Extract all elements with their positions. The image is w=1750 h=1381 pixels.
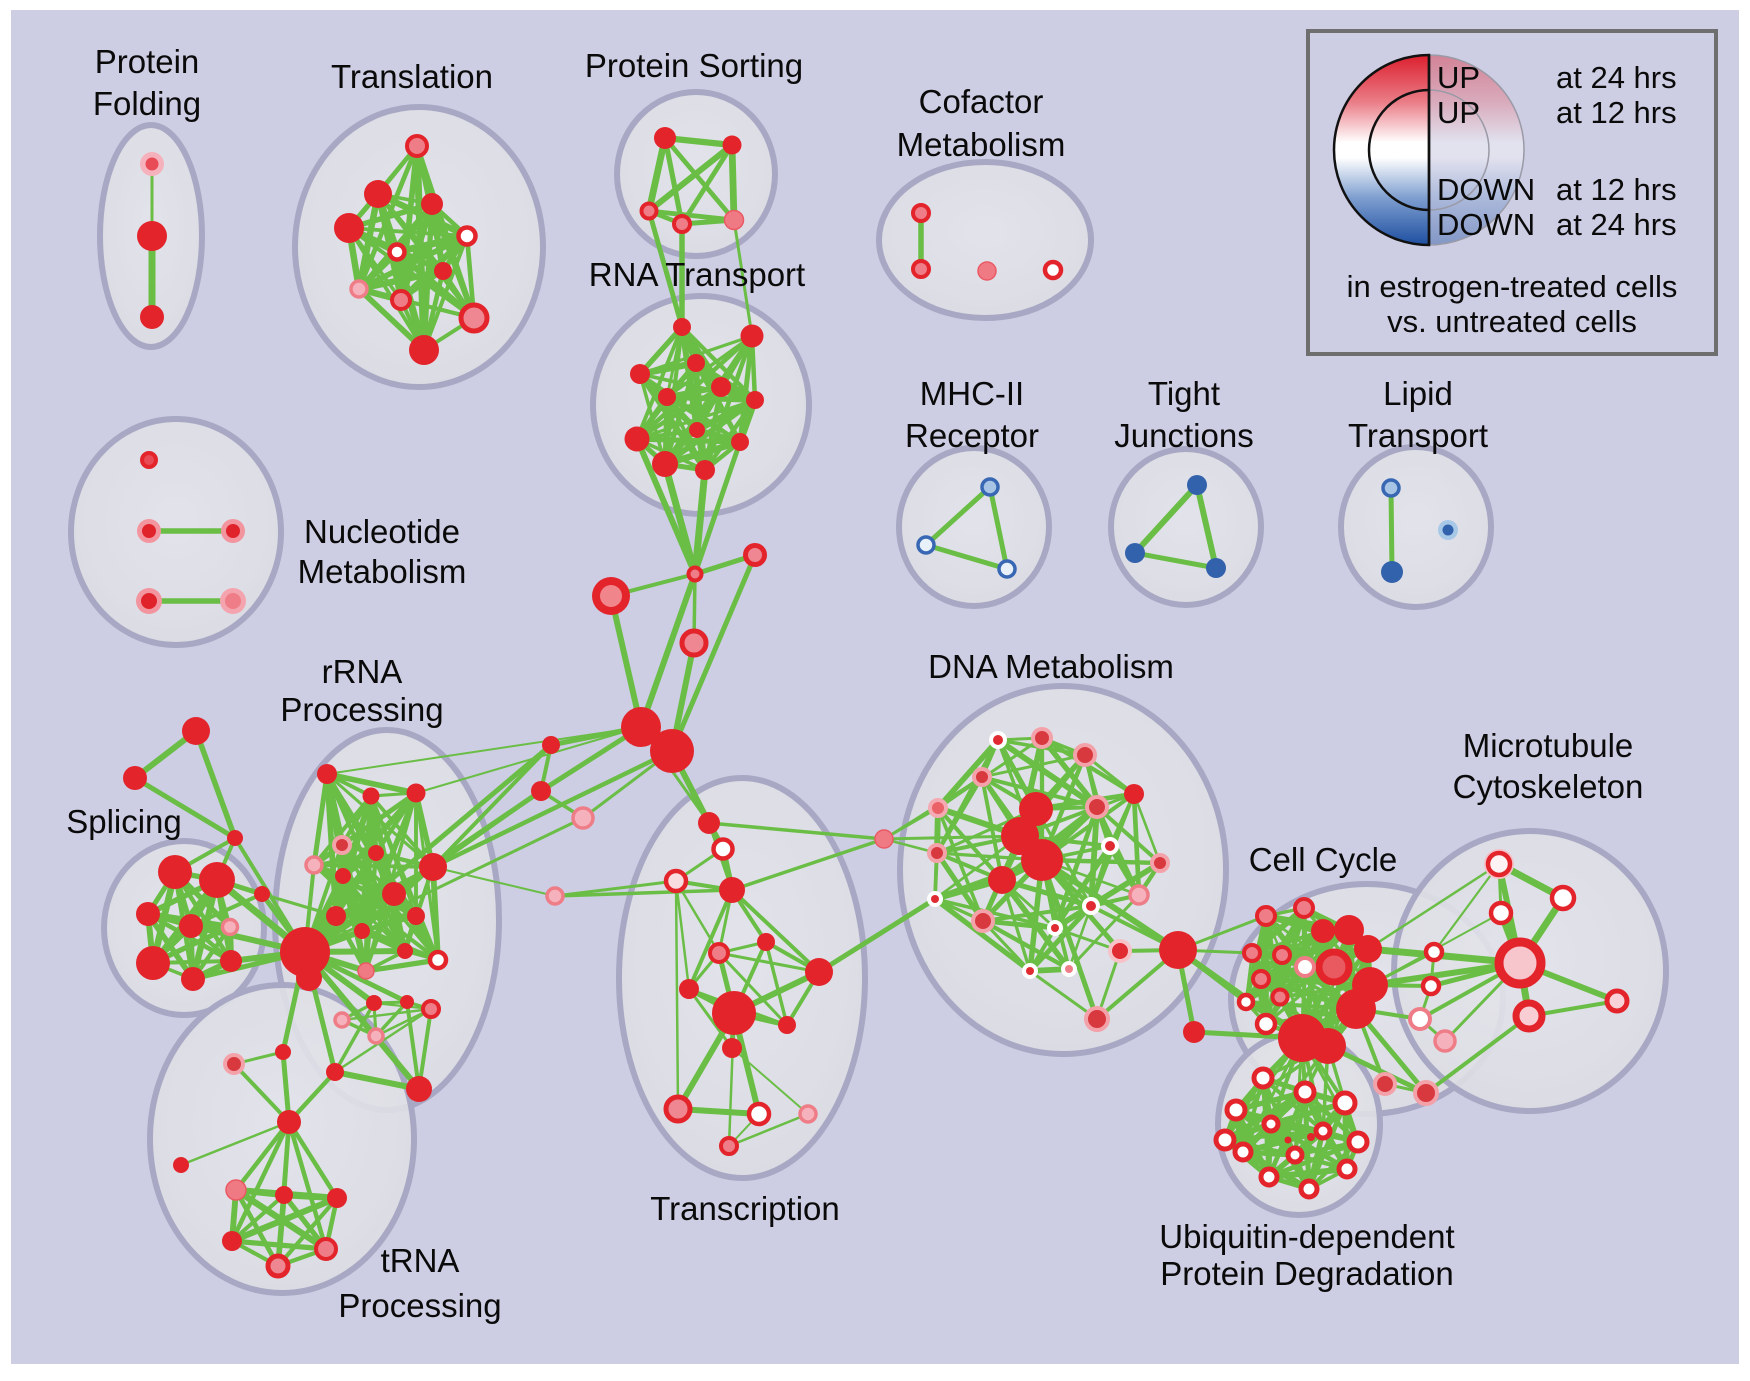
svg-text:Microtubule: Microtubule [1463,727,1634,764]
svg-text:Processing: Processing [280,691,443,728]
svg-text:Processing: Processing [338,1287,501,1324]
svg-text:Folding: Folding [93,85,201,122]
svg-text:DNA Metabolism: DNA Metabolism [928,648,1174,685]
svg-text:RNA Transport: RNA Transport [589,256,805,293]
svg-text:Splicing: Splicing [66,803,182,840]
svg-text:UP: UP [1437,60,1480,95]
svg-text:Cytoskeleton: Cytoskeleton [1453,768,1644,805]
svg-text:in estrogen-treated cells: in estrogen-treated cells [1347,269,1678,304]
svg-text:at 12 hrs: at 12 hrs [1556,172,1677,207]
svg-text:DOWN: DOWN [1437,207,1535,242]
svg-text:at 24 hrs: at 24 hrs [1556,60,1677,95]
svg-text:Receptor: Receptor [905,417,1039,454]
svg-text:MHC-II: MHC-II [920,375,1024,412]
svg-text:vs. untreated cells: vs. untreated cells [1387,304,1637,339]
svg-text:UP: UP [1437,95,1480,130]
svg-text:tRNA: tRNA [381,1242,460,1279]
svg-text:at 24 hrs: at 24 hrs [1556,207,1677,242]
svg-text:Cell Cycle: Cell Cycle [1249,841,1398,878]
svg-text:Protein Degradation: Protein Degradation [1160,1255,1454,1292]
svg-text:rRNA: rRNA [322,653,403,690]
svg-text:Ubiquitin-dependent: Ubiquitin-dependent [1159,1218,1454,1255]
svg-text:Lipid: Lipid [1383,375,1453,412]
svg-text:Transport: Transport [1348,417,1488,454]
svg-text:Translation: Translation [331,58,493,95]
svg-text:DOWN: DOWN [1437,172,1535,207]
svg-text:Metabolism: Metabolism [298,553,467,590]
svg-text:Nucleotide: Nucleotide [304,513,460,550]
svg-text:Protein: Protein [95,43,200,80]
svg-text:Tight: Tight [1148,375,1220,412]
svg-text:Transcription: Transcription [650,1190,840,1227]
svg-text:at 12 hrs: at 12 hrs [1556,95,1677,130]
svg-text:Protein Sorting: Protein Sorting [585,47,803,84]
svg-text:Junctions: Junctions [1114,417,1253,454]
svg-text:Metabolism: Metabolism [897,126,1066,163]
svg-text:Cofactor: Cofactor [919,83,1044,120]
